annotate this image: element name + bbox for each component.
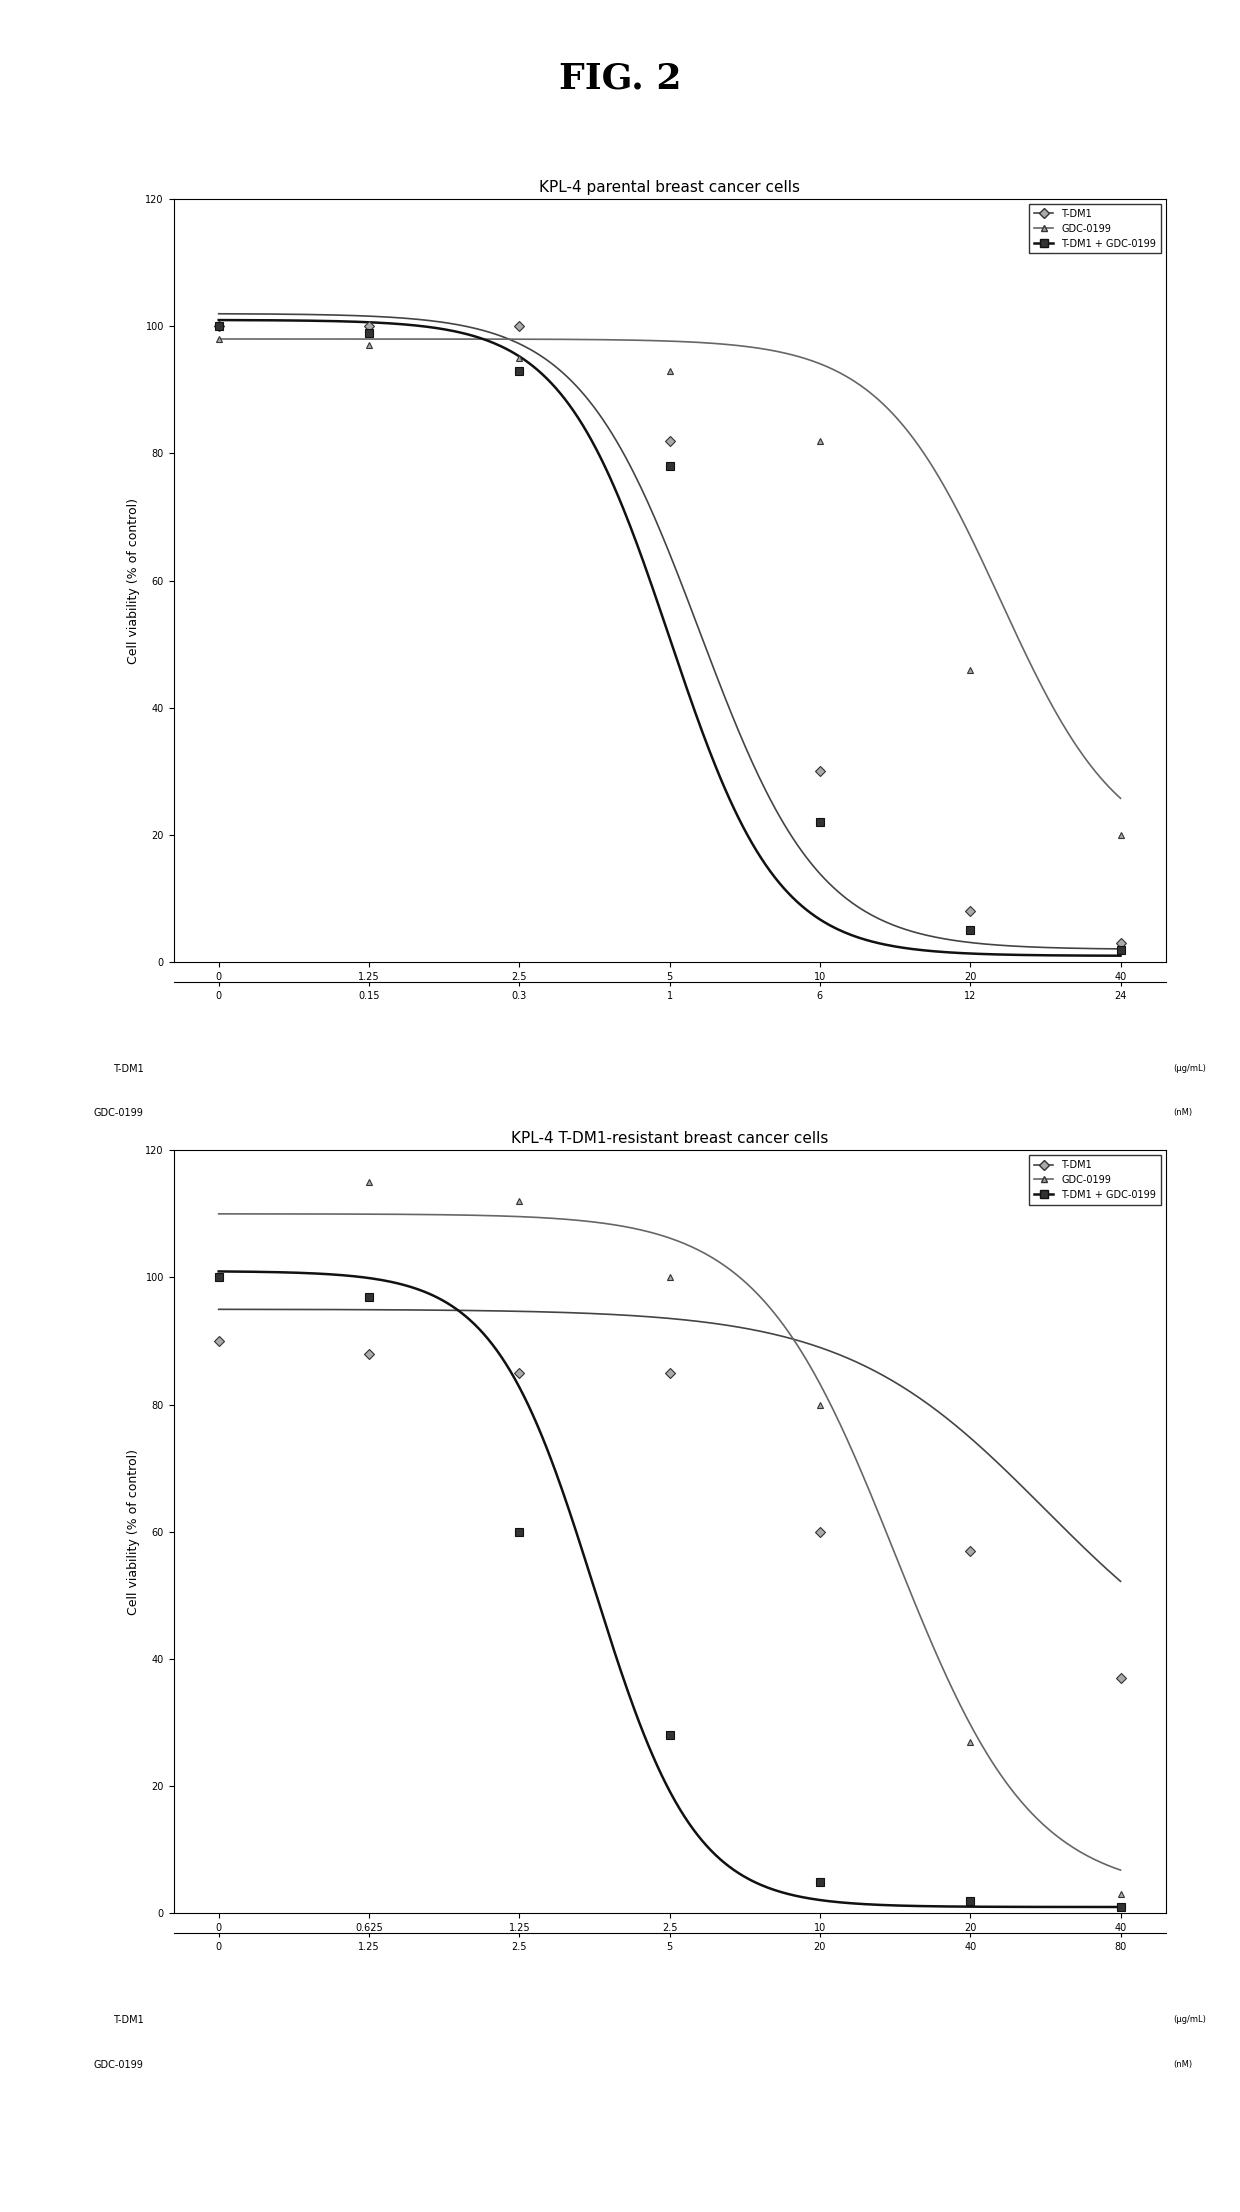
Legend: T-DM1, GDC-0199, T-DM1 + GDC-0199: T-DM1, GDC-0199, T-DM1 + GDC-0199 [1029, 204, 1161, 254]
Text: GDC-0199: GDC-0199 [94, 1108, 144, 1119]
Text: T-DM1: T-DM1 [113, 2015, 144, 2026]
Text: (nM): (nM) [1173, 2059, 1192, 2068]
Text: (nM): (nM) [1173, 1108, 1192, 1117]
Title: KPL-4 parental breast cancer cells: KPL-4 parental breast cancer cells [539, 179, 800, 195]
Text: (μg/mL): (μg/mL) [1173, 2015, 1207, 2024]
Text: GDC-0199: GDC-0199 [94, 2059, 144, 2070]
Legend: T-DM1, GDC-0199, T-DM1 + GDC-0199: T-DM1, GDC-0199, T-DM1 + GDC-0199 [1029, 1155, 1161, 1206]
Text: FIG. 2: FIG. 2 [559, 62, 681, 95]
Text: (μg/mL): (μg/mL) [1173, 1064, 1207, 1073]
Title: KPL-4 T-DM1-resistant breast cancer cells: KPL-4 T-DM1-resistant breast cancer cell… [511, 1130, 828, 1146]
Y-axis label: Cell viability (% of control): Cell viability (% of control) [126, 1449, 140, 1615]
Text: T-DM1: T-DM1 [113, 1064, 144, 1075]
Y-axis label: Cell viability (% of control): Cell viability (% of control) [126, 498, 140, 664]
